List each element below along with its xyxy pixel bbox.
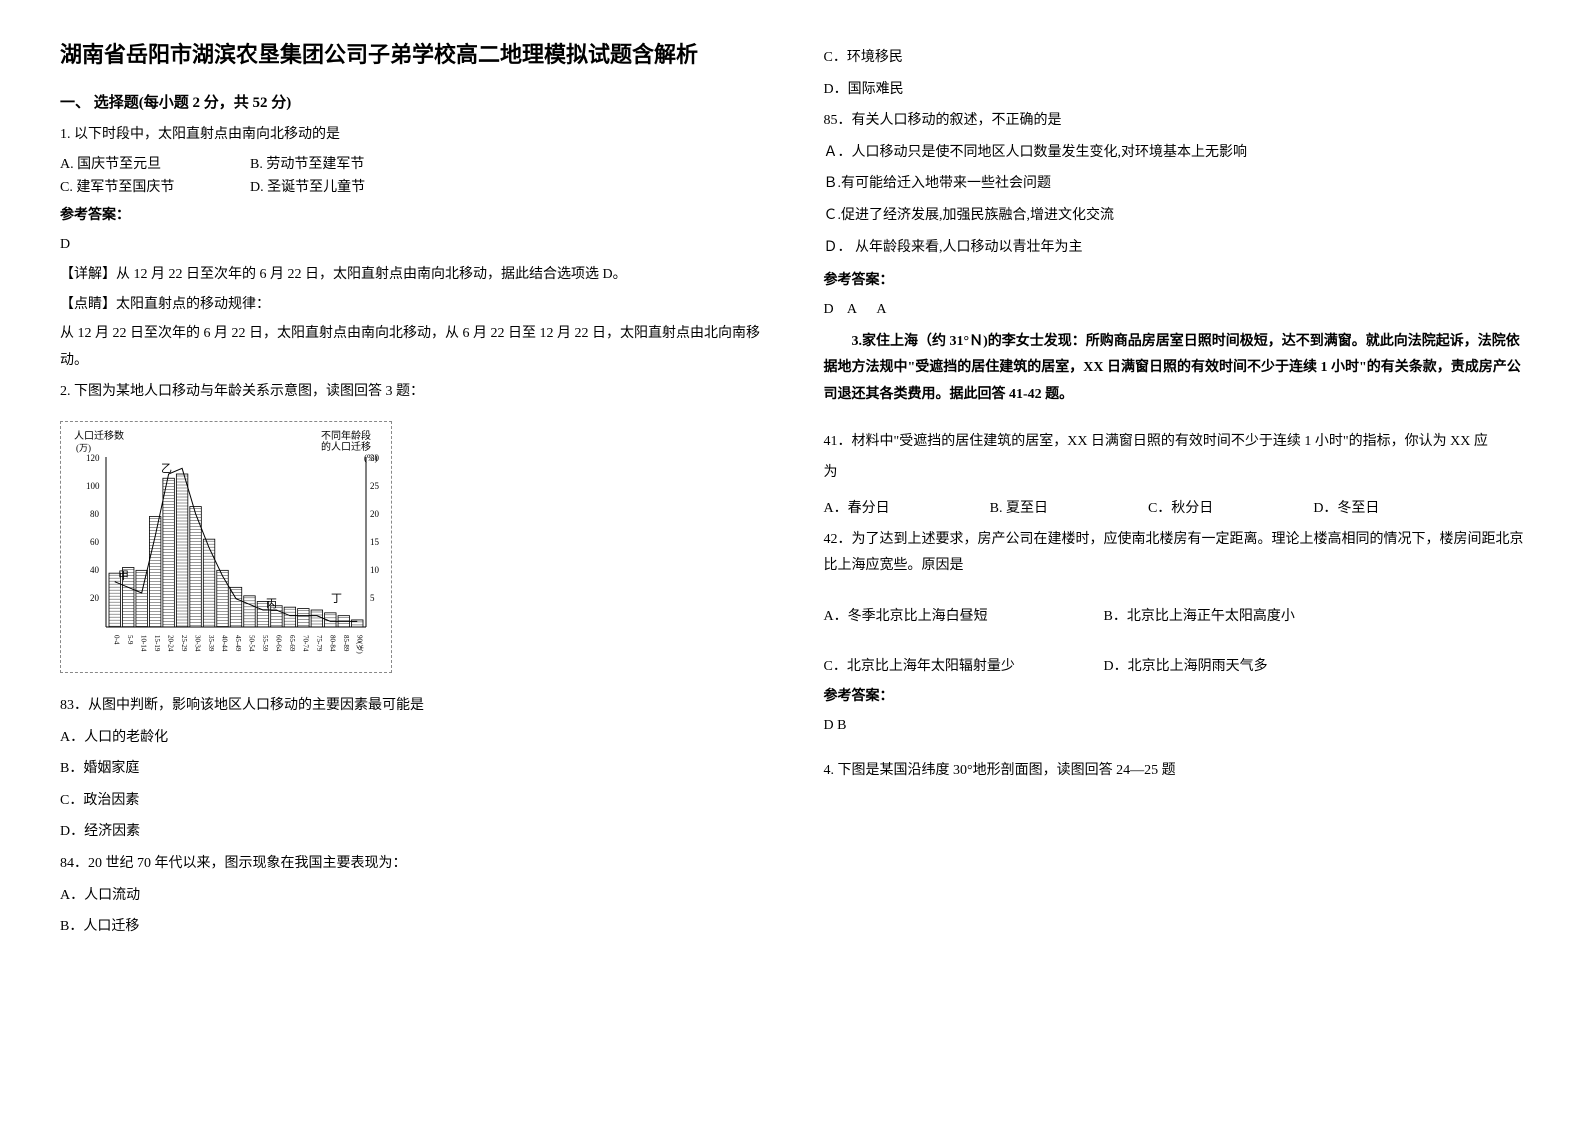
rytick-30: 30	[370, 453, 380, 463]
label-yi: 乙	[161, 462, 172, 475]
q84-text: 84．20 世纪 70 年代以来，图示现象在我国主要表现为：	[60, 851, 764, 878]
rytick-15: 15	[370, 537, 380, 547]
q42-opt-d: D．北京比上海阴雨天气多	[1104, 655, 1268, 675]
q2-answer-header: 参考答案：	[824, 269, 1528, 289]
q1-options-row2: C. 建军节至国庆节 D. 圣诞节至儿童节	[60, 176, 764, 196]
svg-text:85-89: 85-89	[342, 635, 350, 652]
q41-opt-c: C．秋分日	[1148, 497, 1213, 517]
q84-opt-d: D．国际难民	[824, 77, 1528, 104]
q3-answer: D B	[824, 713, 1528, 740]
q42-options-row1: A．冬季北京比上海白昼短 B．北京比上海正午太阳高度小	[824, 605, 1528, 625]
svg-text:45-49: 45-49	[234, 635, 242, 652]
q2-answer: D A A	[824, 297, 1528, 324]
q1-options-row1: A. 国庆节至元旦 B. 劳动节至建军节	[60, 153, 764, 173]
q41-opt-a: A．春分日	[824, 497, 890, 517]
ytick-60: 60	[90, 537, 100, 547]
svg-text:65-69: 65-69	[288, 635, 296, 652]
q83-text: 83．从图中判断，影响该地区人口移动的主要因素最可能是	[60, 693, 764, 720]
q83-opt-b: B．婚姻家庭	[60, 756, 764, 783]
svg-text:25-29: 25-29	[180, 635, 188, 652]
rytick-5: 5	[370, 593, 375, 603]
q41-options: A．春分日 B. 夏至日 C．秋分日 D．冬至日	[824, 497, 1528, 517]
q3-intro: 3.家住上海（约 31°Ｎ)的李女士发现：所购商品房居室日照时间极短，达不到满窗…	[824, 329, 1528, 409]
svg-text:20-24: 20-24	[167, 635, 175, 652]
svg-text:90(岁): 90(岁)	[355, 635, 364, 654]
svg-text:10-14: 10-14	[140, 635, 148, 652]
q84-opt-c: C．环境移民	[824, 45, 1528, 72]
q4-text: 4. 下图是某国沿纬度 30°地形剖面图，读图回答 24—25 题	[824, 758, 1528, 785]
q3-answer-header: 参考答案：	[824, 685, 1528, 705]
document-title: 湖南省岳阳市湖滨农垦集团公司子弟学校高二地理模拟试题含解析	[60, 40, 764, 71]
svg-text:5-9: 5-9	[126, 635, 134, 645]
page-container: 湖南省岳阳市湖滨农垦集团公司子弟学校高二地理模拟试题含解析 一、 选择题(每小题…	[60, 40, 1527, 946]
population-chart: 人口迁移数 (万) 不同年龄段 的人口迁移 (%) 120 100 80 60 …	[60, 421, 392, 673]
q84-opt-a: A．人口流动	[60, 883, 764, 910]
svg-text:0-4: 0-4	[113, 635, 121, 645]
chart-right-ylabel2: 的人口迁移	[321, 440, 371, 453]
svg-text:15-19: 15-19	[153, 635, 161, 652]
section-header: 一、 选择题(每小题 2 分，共 52 分)	[60, 91, 764, 112]
svg-text:50-54: 50-54	[247, 635, 255, 652]
ytick-100: 100	[86, 481, 100, 491]
rytick-20: 20	[370, 509, 380, 519]
ytick-20: 20	[90, 593, 100, 603]
q83-opt-d: D．经济因素	[60, 819, 764, 846]
q85-text: 85．有关人口移动的叙述，不正确的是	[824, 108, 1528, 135]
q84-opt-b: B．人口迁移	[60, 914, 764, 941]
chart-left-ylabel: 人口迁移数	[74, 429, 124, 442]
q85-opt-b: Ｂ.有可能给迁入地带来一些社会问题	[824, 171, 1528, 198]
q1-answer: D	[60, 232, 764, 259]
rytick-10: 10	[370, 565, 380, 575]
chart-svg: 人口迁移数 (万) 不同年龄段 的人口迁移 (%) 120 100 80 60 …	[66, 427, 386, 667]
q1-answer-header: 参考答案：	[60, 204, 764, 224]
label-ding: 丁	[331, 593, 342, 605]
chart-left-yunit: (万)	[76, 443, 91, 453]
q41-opt-d: D．冬至日	[1313, 497, 1379, 517]
q83-opt-a: A．人口的老龄化	[60, 725, 764, 752]
left-column: 湖南省岳阳市湖滨农垦集团公司子弟学校高二地理模拟试题含解析 一、 选择题(每小题…	[60, 40, 764, 946]
q41-opt-b: B. 夏至日	[990, 497, 1048, 517]
label-bing: 丙	[266, 598, 277, 610]
q1-tip-header: 【点睛】太阳直射点的移动规律：	[60, 292, 764, 319]
label-jia: 甲	[118, 570, 129, 582]
svg-text:75-79: 75-79	[315, 635, 323, 652]
q42-text: 42．为了达到上述要求，房产公司在建楼时，应使南北楼房有一定距离。理论上楼高相同…	[824, 527, 1528, 580]
q85-opt-d: Ｄ． 从年龄段来看,人口移动以青壮年为主	[824, 235, 1528, 262]
svg-text:80-84: 80-84	[328, 635, 336, 652]
q1-opt-d: D. 圣诞节至儿童节	[250, 176, 390, 196]
q1-opt-c: C. 建军节至国庆节	[60, 176, 200, 196]
q42-opt-c: C．北京比上海年太阳辐射量少	[824, 655, 1104, 675]
svg-text:35-39: 35-39	[207, 635, 215, 652]
right-column: C．环境移民 D．国际难民 85．有关人口移动的叙述，不正确的是 Ａ．人口移动只…	[824, 40, 1528, 946]
svg-text:40-44: 40-44	[221, 635, 229, 652]
chart-right-ylabel: 不同年龄段	[321, 429, 371, 442]
q42-opt-b: B．北京比上海正午太阳高度小	[1104, 605, 1295, 625]
rytick-25: 25	[370, 481, 380, 491]
ytick-80: 80	[90, 509, 100, 519]
q1-detail: 【详解】从 12 月 22 日至次年的 6 月 22 日，太阳直射点由南向北移动…	[60, 262, 764, 289]
svg-text:30-34: 30-34	[194, 635, 202, 652]
q83-opt-c: C．政治因素	[60, 788, 764, 815]
chart-xlabels: 0-4 5-9 10-14 15-19 20-24 25-29 30-34 35-39 40-4…	[113, 635, 365, 654]
q1-opt-a: A. 国庆节至元旦	[60, 153, 200, 173]
q2-text: 2. 下图为某地人口移动与年龄关系示意图，读图回答 3 题：	[60, 379, 764, 406]
q41-line2: 为	[824, 460, 1528, 487]
chart-bars	[109, 474, 363, 627]
ytick-120: 120	[86, 453, 100, 463]
q1-opt-b: B. 劳动节至建军节	[250, 153, 390, 173]
chart-line	[115, 468, 358, 621]
svg-text:70-74: 70-74	[301, 635, 309, 652]
svg-text:60-64: 60-64	[274, 635, 282, 652]
q1-text: 1. 以下时段中，太阳直射点由南向北移动的是	[60, 122, 764, 149]
q42-options-row2: C．北京比上海年太阳辐射量少 D．北京比上海阴雨天气多	[824, 655, 1528, 675]
q41-text: 41．材料中"受遮挡的居住建筑的居室，XX 日满窗日照的有效时间不少于连续 1 …	[824, 429, 1528, 456]
q85-opt-a: Ａ．人口移动只是使不同地区人口数量发生变化,对环境基本上无影响	[824, 140, 1528, 167]
q42-opt-a: A．冬季北京比上海白昼短	[824, 605, 1104, 625]
ytick-40: 40	[90, 565, 100, 575]
q1-tip-text: 从 12 月 22 日至次年的 6 月 22 日，太阳直射点由南向北移动，从 6…	[60, 321, 764, 374]
q85-opt-c: Ｃ.促进了经济发展,加强民族融合,增进文化交流	[824, 203, 1528, 230]
svg-text:55-59: 55-59	[261, 635, 269, 652]
